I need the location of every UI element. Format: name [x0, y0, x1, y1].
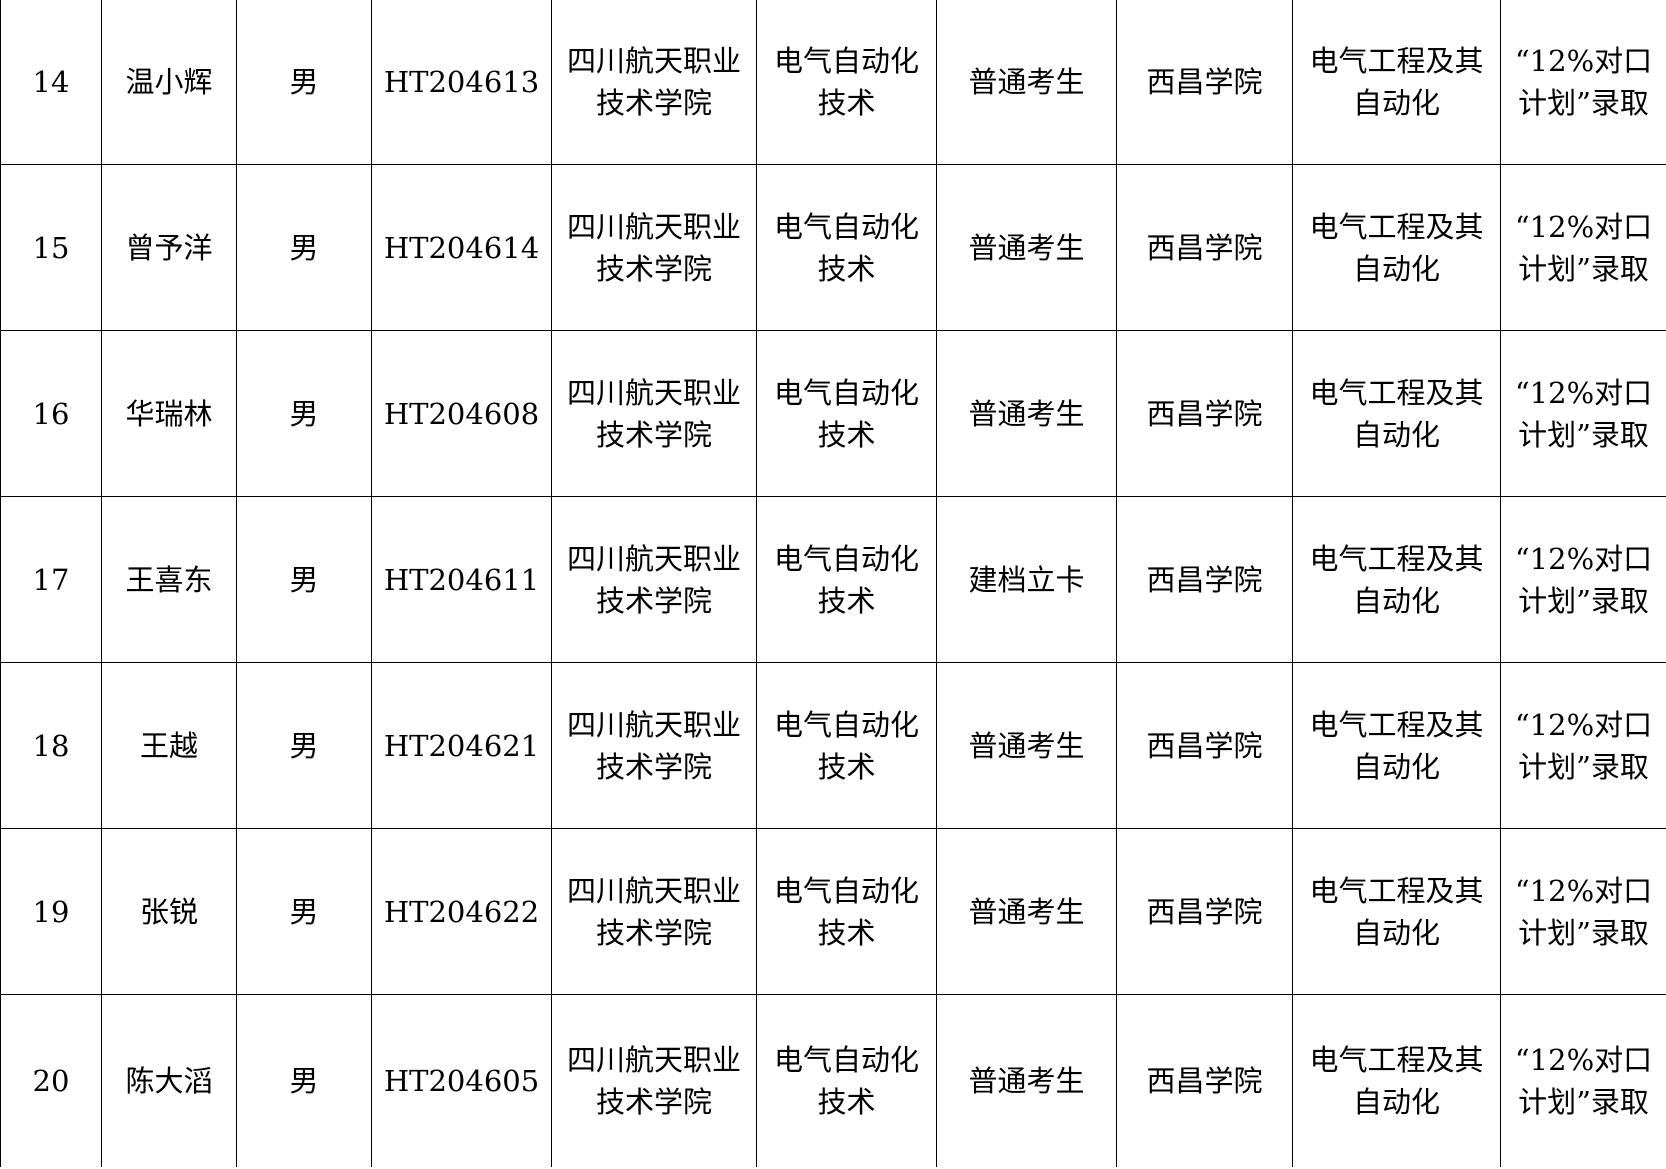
note-cell: “12%对口计划”录取	[1500, 330, 1666, 497]
seq-cell: 18	[0, 662, 102, 829]
target-school-cell: 西昌学院	[1116, 662, 1293, 829]
major-cell: 电气自动化技术	[756, 164, 937, 331]
gender-cell: 男	[236, 330, 372, 497]
name-cell: 温小辉	[101, 0, 237, 165]
note-cell: “12%对口计划”录取	[1500, 662, 1666, 829]
target-major-cell: 电气工程及其自动化	[1292, 994, 1501, 1167]
category-cell: 普通考生	[936, 0, 1117, 165]
major-cell: 电气自动化技术	[756, 330, 937, 497]
name-cell: 陈大滔	[101, 994, 237, 1167]
major-cell: 电气自动化技术	[756, 662, 937, 829]
category-cell: 普通考生	[936, 828, 1117, 995]
name-cell: 曾予洋	[101, 164, 237, 331]
major-cell: 电气自动化技术	[756, 0, 937, 165]
target-major-cell: 电气工程及其自动化	[1292, 828, 1501, 995]
gender-cell: 男	[236, 0, 372, 165]
school-cell: 四川航天职业技术学院	[551, 330, 757, 497]
table-row: 18 王越男 HT204621 四川航天职业技术学院 电气自动化技术 普通考生 西昌学院 电气…	[0, 662, 1666, 829]
target-school-cell: 西昌学院	[1116, 164, 1293, 331]
table-row: 17 王喜东男 HT204611 四川航天职业技术学院 电气自动化技术 建档立卡 西昌学院电…	[0, 496, 1666, 663]
id-cell: HT204622	[371, 828, 552, 995]
target-school-cell: 西昌学院	[1116, 330, 1293, 497]
note-cell: “12%对口计划”录取	[1500, 994, 1666, 1167]
seq-cell: 14	[0, 0, 102, 165]
target-major-cell: 电气工程及其自动化	[1292, 496, 1501, 663]
id-cell: HT204611	[371, 496, 552, 663]
table-row: 20 陈大滔男 HT204605 四川航天职业技术学院 电气自动化技术 普通考生 西昌学院电…	[0, 994, 1666, 1167]
note-cell: “12%对口计划”录取	[1500, 828, 1666, 995]
school-cell: 四川航天职业技术学院	[551, 496, 757, 663]
category-cell: 普通考生	[936, 994, 1117, 1167]
seq-cell: 16	[0, 330, 102, 497]
major-cell: 电气自动化技术	[756, 496, 937, 663]
gender-cell: 男	[236, 662, 372, 829]
table-row: 19 张锐男 HT204622 四川航天职业技术学院 电气自动化技术 普通考生 西昌学院 电气…	[0, 828, 1666, 995]
id-cell: HT204608	[371, 330, 552, 497]
id-cell: HT204605	[371, 994, 552, 1167]
target-school-cell: 西昌学院	[1116, 496, 1293, 663]
gender-cell: 男	[236, 994, 372, 1167]
target-major-cell: 电气工程及其自动化	[1292, 0, 1501, 165]
major-cell: 电气自动化技术	[756, 828, 937, 995]
name-cell: 王喜东	[101, 496, 237, 663]
target-major-cell: 电气工程及其自动化	[1292, 662, 1501, 829]
table-row: 16 华瑞林男 HT204608 四川航天职业技术学院 电气自动化技术 普通考生 西昌学院电…	[0, 330, 1666, 497]
target-school-cell: 西昌学院	[1116, 828, 1293, 995]
id-cell: HT204613	[371, 0, 552, 165]
note-cell: “12%对口计划”录取	[1500, 0, 1666, 165]
major-cell: 电气自动化技术	[756, 994, 937, 1167]
id-cell: HT204621	[371, 662, 552, 829]
seq-cell: 19	[0, 828, 102, 995]
target-major-cell: 电气工程及其自动化	[1292, 330, 1501, 497]
school-cell: 四川航天职业技术学院	[551, 828, 757, 995]
gender-cell: 男	[236, 164, 372, 331]
target-major-cell: 电气工程及其自动化	[1292, 164, 1501, 331]
gender-cell: 男	[236, 828, 372, 995]
target-school-cell: 西昌学院	[1116, 994, 1293, 1167]
note-cell: “12%对口计划”录取	[1500, 496, 1666, 663]
school-cell: 四川航天职业技术学院	[551, 0, 757, 165]
target-school-cell: 西昌学院	[1116, 0, 1293, 165]
table-row: 14 温小辉男 HT204613 四川航天职业技术学院 电气自动化技术 普通考生 西昌学院电…	[0, 0, 1666, 165]
category-cell: 普通考生	[936, 662, 1117, 829]
category-cell: 建档立卡	[936, 496, 1117, 663]
seq-cell: 15	[0, 164, 102, 331]
school-cell: 四川航天职业技术学院	[551, 164, 757, 331]
note-cell: “12%对口计划”录取	[1500, 164, 1666, 331]
name-cell: 华瑞林	[101, 330, 237, 497]
category-cell: 普通考生	[936, 330, 1117, 497]
table-row: 15 曾予洋男 HT204614 四川航天职业技术学院 电气自动化技术 普通考生 西昌学院电…	[0, 164, 1666, 331]
name-cell: 王越	[101, 662, 237, 829]
category-cell: 普通考生	[936, 164, 1117, 331]
name-cell: 张锐	[101, 828, 237, 995]
gender-cell: 男	[236, 496, 372, 663]
school-cell: 四川航天职业技术学院	[551, 994, 757, 1167]
seq-cell: 17	[0, 496, 102, 663]
id-cell: HT204614	[371, 164, 552, 331]
school-cell: 四川航天职业技术学院	[551, 662, 757, 829]
seq-cell: 20	[0, 994, 102, 1167]
